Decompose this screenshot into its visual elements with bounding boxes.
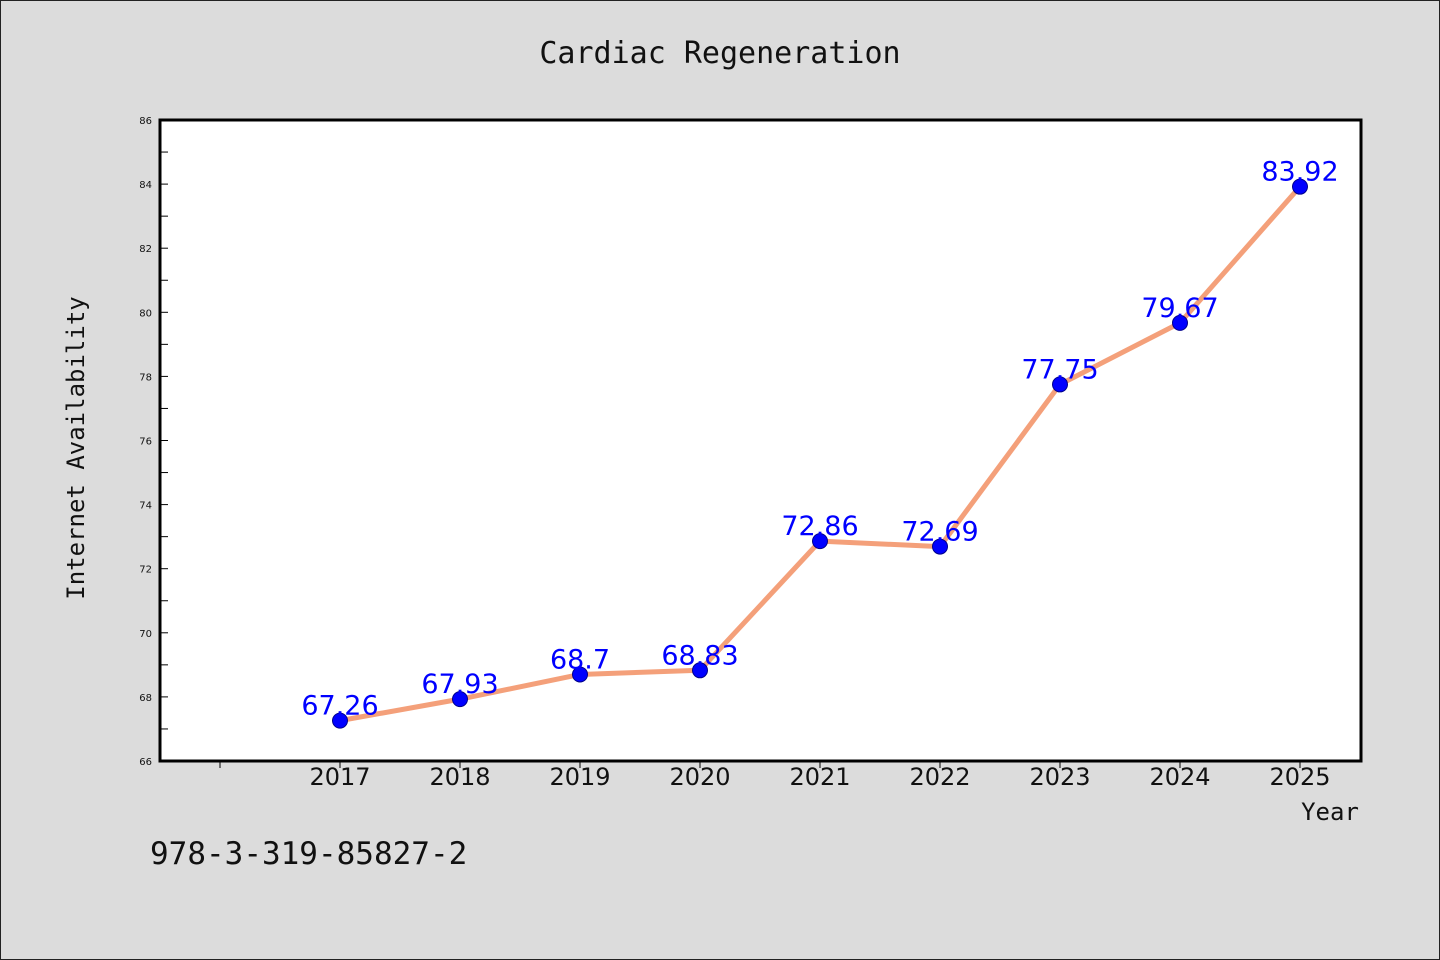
- data-point: [692, 662, 708, 679]
- data-label: 79.67: [1141, 293, 1218, 324]
- data-point: [932, 538, 948, 555]
- data-point: [572, 666, 588, 683]
- data-point: [1052, 376, 1068, 393]
- data-label: 68.7: [550, 644, 610, 675]
- x-tick-label: 2019: [549, 763, 610, 791]
- data-label: 72.69: [901, 517, 978, 548]
- x-tick-label: 2023: [1029, 763, 1090, 791]
- x-axis: 2017 2018 2019 2020 2021 2022 2023 2024 2025: [219, 761, 1331, 791]
- y-tick-label: 86: [139, 116, 152, 127]
- x-tick-label: 2025: [1269, 763, 1330, 791]
- y-tick-label: 68: [139, 693, 152, 704]
- x-tick-label: 2024: [1149, 763, 1210, 791]
- y-tick-label: 76: [139, 437, 152, 448]
- chart-title: Cardiac Regeneration: [539, 36, 900, 71]
- data-labels: 67.26 67.93 68.7 68.83 72.86 72.69 77.75 79.67 8…: [301, 157, 1338, 722]
- x-tick-label: 2022: [909, 763, 970, 791]
- y-tick-label: 78: [139, 372, 152, 383]
- y-tick-label: 80: [139, 308, 152, 319]
- data-label: 68.83: [661, 640, 738, 671]
- isbn-text: 978-3-319-85827-2: [150, 836, 467, 872]
- plot-area: [158, 118, 1363, 763]
- y-tick-label: 84: [139, 180, 152, 191]
- x-tick-label: 2017: [309, 763, 370, 791]
- x-tick-label: 2018: [429, 763, 490, 791]
- data-label: 72.86: [781, 511, 858, 542]
- data-point: [332, 712, 348, 729]
- y-tick-label: 82: [139, 244, 152, 255]
- y-tick-label: 70: [139, 629, 152, 640]
- x-tick-label: 2020: [669, 763, 730, 791]
- data-markers: [332, 178, 1308, 729]
- y-tick-label: 66: [139, 757, 152, 768]
- y-tick-label: 72: [139, 565, 152, 576]
- y-axis-label: Internet Availability: [62, 296, 90, 599]
- data-point: [1292, 178, 1308, 195]
- data-point: [452, 691, 468, 708]
- data-point: [1172, 314, 1188, 331]
- data-label: 77.75: [1021, 354, 1098, 385]
- x-tick-label: 2021: [789, 763, 850, 791]
- data-label: 67.26: [301, 691, 378, 722]
- x-axis-label: Year: [1301, 798, 1359, 826]
- data-label: 83.92: [1261, 157, 1338, 188]
- y-tick-label: 74: [139, 501, 152, 512]
- y-axis: 66 68 70 72 74 76 78 80 82 84 86: [139, 116, 168, 768]
- data-point: [812, 533, 828, 550]
- data-label: 67.93: [421, 669, 498, 700]
